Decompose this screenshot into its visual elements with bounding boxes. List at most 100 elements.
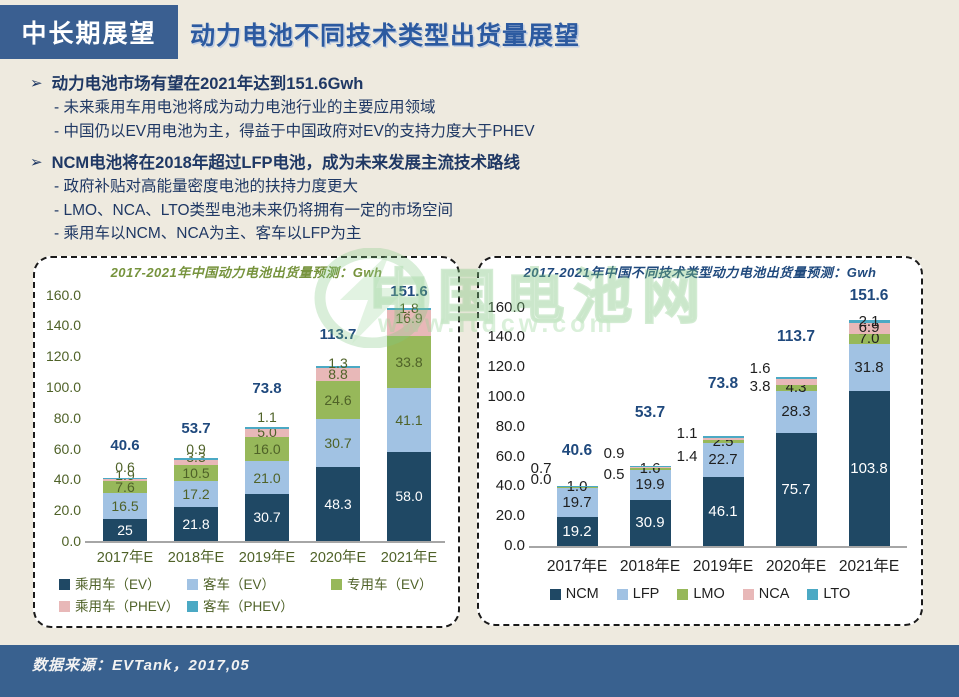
bar-segment [702,437,744,440]
legend-row: NCM LFP LMO NCA LTO [479,587,921,602]
bar-segment [702,443,744,478]
bar-total-label: 73.8 [707,374,739,392]
bar-segment [245,429,289,437]
y-axis-label: 0.0 [61,533,81,549]
y-axis-label: 20.0 [53,502,81,519]
legend-label: 乘用车（EV） [75,577,161,592]
bar-segment [629,467,671,471]
legend-item: LMO [677,586,725,602]
bullet-block: ➢ 动力电池市场有望在2021年达到151.6Gwh - 未来乘用车用电池将成为动力… [30,72,935,143]
y-axis-label: 40.0 [495,477,525,495]
segment-value-label: 0.9 [603,444,625,462]
y-axis-label: 60.0 [53,440,81,457]
segment-value-label: 24.6 [324,392,352,409]
bar-segment [245,436,289,462]
segment-value-label: 19.9 [635,476,665,494]
y-axis-label: 120.0 [487,358,525,376]
bar-segment [316,365,360,368]
bar-segment [387,451,431,541]
bar-total-label: 151.6 [390,282,428,300]
bullet-title: 动力电池市场有望在2021年达到151.6Gwh [51,75,364,93]
y-axis-label: 100.0 [487,388,525,405]
legend-swatch [187,601,198,612]
x-axis-line [85,541,445,543]
legend-item: NCM [549,587,599,602]
legend-label: LMO [693,586,725,602]
bar-segment [245,493,289,541]
x-axis-line [529,546,907,548]
bullet-list: ➢ 动力电池市场有望在2021年达到151.6Gwh - 未来乘用车用电池将成为动力… [30,64,935,246]
legend-swatch [677,589,689,600]
legend-swatch [331,579,342,590]
segment-value-label: 1.9 [115,466,135,483]
x-category-label: 2017年E [96,550,154,566]
bar-total-label: 40.6 [110,436,140,454]
legend-label: LTO [823,586,851,602]
chart-title: 2017-2021年中国不同技术类型动力电池出货量预测：Gwh [523,265,877,280]
bar-segment [174,464,218,481]
bar-segment [174,480,218,508]
x-category-label: 2018年E [619,558,681,575]
segment-value-label: 1.3 [328,355,348,372]
y-axis-label: 160.0 [487,298,525,316]
y-axis-label: 20.0 [495,507,525,525]
legend-swatch [187,579,198,590]
segment-value-label: 6.9 [858,319,880,337]
y-axis-label: 140.0 [487,328,525,346]
segment-value-label: 1.6 [639,460,661,478]
segment-value-label: 0.0 [530,471,552,489]
bar-segment [556,517,598,546]
segment-value-label: 21.8 [182,516,210,533]
segment-value-label: 0.9 [186,440,206,457]
bar-segment [174,507,218,541]
legend-label: LFP [632,586,660,602]
x-category-label: 2020年E [765,558,827,575]
bullet-subitem: - 政府补贴对高能量密度电池的扶持力度更大 [54,178,358,195]
segment-value-label: 30.7 [324,434,352,451]
bar-segment [848,391,890,546]
x-category-label: 2018年E [167,550,225,566]
bar-segment [316,466,360,541]
x-category-label: 2021年E [838,558,900,575]
x-category-label: 2019年E [692,558,754,575]
legend-swatch [59,601,70,612]
y-axis-label: 0.0 [504,537,525,554]
segment-value-label: 1.6 [749,359,771,377]
segment-value-label: 19.7 [562,493,592,511]
segment-value-label: 3.8 [749,377,771,395]
bar-segment [387,310,431,337]
legend-label: 专用车（EV） [347,577,433,592]
legend-item: LTO [807,587,850,602]
bar-segment [702,477,744,546]
segment-value-label: 31.8 [854,358,884,376]
legend-label: 乘用车（PHEV） [75,599,180,614]
legend-swatch [807,589,819,600]
y-axis-label: 80.0 [495,417,525,435]
bar-segment [387,307,431,311]
bullet-title: NCM电池将在2018年超过LFP电池，成为未来发展主流技术路线 [51,154,521,172]
bar-segment [775,384,817,392]
data-source-text: 数据来源：EVTank，2017,05 [32,657,250,674]
bar-segment [103,518,147,541]
legend-item: 乘用车（EV） [59,577,161,592]
chart-ev-shipments: 2017-2021年中国动力电池出货量预测：Gwh 0.0 20.0 40.0 60.0… [33,256,460,628]
bar-total-label: 113.7 [319,325,357,343]
bar-segment [174,459,218,465]
segment-value-label: 0.7 [530,460,552,478]
segment-value-label: 7.6 [115,479,135,496]
bar-segment [848,333,890,344]
bar-segment [556,486,598,489]
legend-item: 客车（PHEV） [187,599,294,614]
y-axis-label: 100.0 [45,379,81,395]
bar-segment [848,323,890,334]
bar-total-label: 53.7 [181,419,211,437]
bar-segment [316,367,360,382]
segment-value-label: 16.9 [395,309,423,326]
x-category-label: 2019年E [238,550,296,566]
segment-value-label: 1.1 [257,409,277,426]
segment-value-label: 1.0 [566,478,588,496]
y-axis-label: 120.0 [45,348,81,365]
bar-segment [245,461,289,494]
bullet-title-row: ➢ 动力电池市场有望在2021年达到151.6Gwh [30,72,935,96]
